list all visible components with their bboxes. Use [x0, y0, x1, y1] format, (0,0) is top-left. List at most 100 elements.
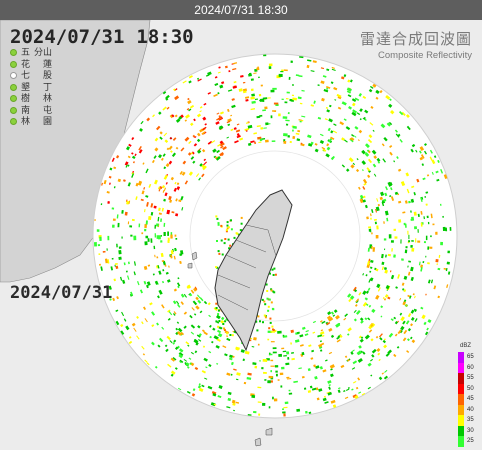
echo-cell [354, 395, 359, 399]
echo-cell [382, 339, 386, 344]
echo-cell [231, 334, 234, 337]
echo-cell [359, 317, 364, 321]
echo-cell [106, 248, 108, 251]
echo-cell [227, 397, 232, 402]
echo-cell [154, 280, 159, 285]
echo-cell [383, 221, 385, 224]
echo-cell [220, 224, 223, 227]
echo-cell [174, 95, 180, 101]
echo-cell [189, 314, 193, 319]
echo-cell [214, 76, 218, 79]
echo-cell [336, 339, 341, 343]
echo-cell [251, 100, 256, 104]
echo-cell [379, 89, 383, 94]
echo-cell [235, 232, 238, 235]
echo-cell [407, 328, 411, 332]
echo-cell [167, 231, 169, 236]
echo-cell [247, 372, 252, 376]
echo-cell [328, 386, 331, 390]
echo-cell [366, 260, 370, 266]
echo-cell [323, 395, 326, 398]
echo-cell [351, 98, 357, 102]
echo-cell [128, 340, 133, 345]
echo-cell [115, 265, 119, 270]
echo-cell [212, 148, 217, 153]
echo-cell [226, 136, 229, 139]
echo-cell [410, 323, 413, 327]
echo-cell [344, 313, 348, 318]
echo-cell [424, 331, 429, 336]
echo-cell [285, 123, 289, 126]
echo-cell [422, 260, 425, 264]
echo-cell [332, 155, 335, 159]
echo-cell [299, 102, 303, 105]
station-status-icon [10, 118, 17, 125]
echo-cell [240, 75, 244, 78]
echo-cell [247, 414, 252, 416]
echo-cell [220, 316, 225, 321]
echo-cell [358, 391, 362, 394]
echo-cell [429, 246, 433, 249]
station-name-left: 七 [21, 71, 35, 81]
echo-cell [212, 327, 216, 331]
echo-cell [192, 300, 198, 306]
echo-cell [369, 266, 373, 269]
echo-cell [245, 98, 249, 102]
echo-cell [172, 313, 176, 316]
echo-cell [358, 93, 362, 97]
echo-cell [281, 366, 285, 370]
echo-cell [171, 211, 175, 214]
echo-cell [364, 317, 368, 321]
echo-cell [154, 224, 157, 229]
echo-cell [417, 240, 421, 243]
echo-cell [352, 109, 358, 114]
echo-cell [330, 311, 335, 315]
echo-cell [343, 139, 348, 143]
echo-cell [150, 203, 154, 208]
echo-cell [274, 273, 277, 276]
echo-cell [339, 334, 343, 338]
echo-cell [208, 363, 212, 367]
echo-cell [325, 153, 330, 158]
echo-cell [326, 391, 331, 394]
echo-cell [143, 265, 148, 271]
echo-cell [118, 256, 122, 260]
echo-cell [126, 146, 130, 151]
echo-cell [158, 289, 163, 295]
echo-cell [93, 242, 97, 247]
overlay-timestamp: 2024/07/31 18:30 [10, 26, 206, 48]
echo-cell [162, 269, 165, 272]
echo-cell [405, 246, 408, 249]
echo-cell [300, 142, 303, 145]
echo-cell [356, 112, 361, 116]
echo-cell [437, 267, 441, 271]
echo-cell [411, 240, 414, 242]
echo-cell [177, 387, 182, 391]
radar-map[interactable] [0, 20, 482, 450]
product-label: 雷達合成回波圖 Composite Reflectivity [360, 28, 472, 61]
echo-cell [227, 89, 233, 92]
echo-cell [382, 158, 386, 163]
echo-cell [405, 114, 410, 118]
echo-cell [364, 109, 369, 114]
echo-cell [330, 81, 334, 84]
echo-cell [162, 189, 165, 193]
echo-cell [187, 366, 190, 369]
echo-cell [337, 106, 342, 110]
echo-cell [157, 216, 160, 222]
echo-cell [329, 138, 333, 141]
echo-cell [370, 105, 374, 109]
echo-cell [131, 152, 134, 155]
echo-cell [385, 285, 390, 290]
echo-cell [111, 207, 115, 210]
echo-cell [179, 260, 182, 264]
echo-cell [330, 136, 335, 141]
echo-cell [265, 283, 268, 286]
echo-cell [425, 255, 427, 258]
echo-cell [345, 126, 351, 131]
echo-cell [325, 106, 329, 110]
echo-cell [272, 87, 277, 90]
echo-cell [408, 234, 410, 240]
legend-swatch [458, 352, 464, 363]
echo-cell [319, 320, 323, 323]
